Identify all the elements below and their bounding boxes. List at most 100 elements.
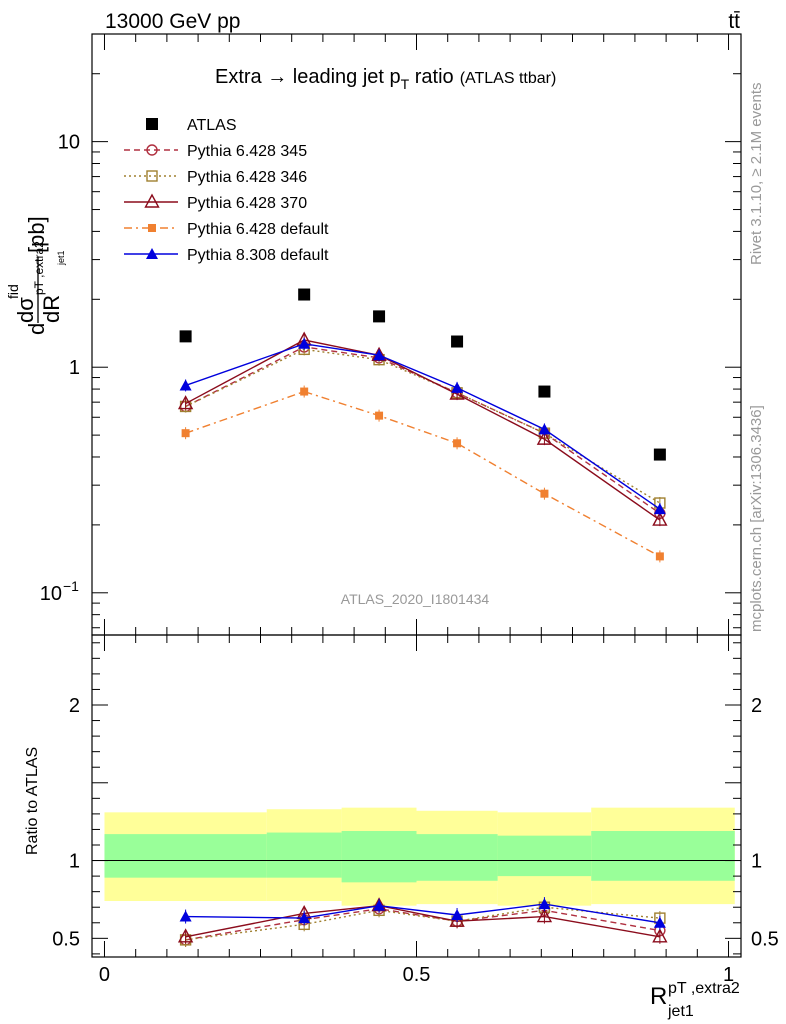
series-line-pdef (185, 390, 661, 558)
ratio-series-p8 (179, 897, 666, 930)
point-p370 (536, 430, 553, 445)
xlabel-R: R (650, 983, 667, 1010)
series-line-p370 (185, 339, 661, 521)
rivet-label: Rivet 3.1.10, ≥ 2.1M events (748, 83, 765, 266)
main-ytick-label-sup-2: −1 (63, 578, 79, 594)
point-atlas (179, 330, 192, 343)
x-axis-title: R (650, 983, 667, 1010)
ratio-point-p370 (536, 908, 553, 923)
ratio-point-p8 (298, 912, 311, 924)
point-pdef (655, 552, 664, 561)
point-p8 (373, 349, 386, 361)
main-title-text: Extra → leading jet p (215, 66, 401, 88)
legend: ATLAS Pythia 6.428 345 Pythia 6.428 346 Pyt… (124, 117, 329, 264)
ratio-point-p8 (373, 899, 386, 911)
ratio-band-inner-4 (497, 835, 592, 877)
ratio-y-axis-title: Ratio to ATLAS (24, 747, 41, 855)
ratio-xtick-label-1: 0.5 (403, 964, 431, 986)
point-p370 (177, 395, 194, 410)
legend-marker-p345 (146, 144, 158, 156)
ratio-band-inner-3 (416, 834, 498, 881)
legend-label-pdef: Pythia 6.428 default (187, 221, 329, 238)
ratio-ytick-label-right-2: 2 (751, 695, 762, 717)
series-pdef (181, 385, 664, 563)
ylabel-dR-sup: pT ,extra2 (32, 241, 46, 295)
ratio-point-p370 (652, 928, 668, 943)
point-atlas (298, 288, 311, 301)
ratio-line-p346 (185, 906, 660, 941)
ratio-point-p8 (538, 898, 551, 910)
rivet-label-text: Rivet 3.1.10, ≥ 2.1M events (748, 83, 765, 266)
legend-marker-atlas (146, 118, 158, 130)
point-pdef (181, 429, 190, 438)
legend-label-p370: Pythia 6.428 370 (187, 195, 307, 212)
point-pdef (375, 411, 384, 420)
ratio-ytick-label-left-1: 1 (69, 851, 80, 873)
legend-marker-pdef (148, 224, 156, 232)
main-y-axis-title: d dσ fid dR pT ,extra2 jet1 [pb] (5, 216, 66, 335)
ylabel-d: d (24, 323, 49, 335)
point-atlas (451, 335, 464, 348)
series-atlas (179, 288, 666, 461)
point-p8 (179, 379, 192, 391)
point-p8 (451, 381, 464, 393)
ylabel-dR: dR (39, 295, 64, 323)
point-atlas (538, 385, 551, 398)
ratio-ytick-label-left-0: 0.5 (52, 928, 80, 950)
point-pdef (453, 439, 462, 448)
ratio-frame (91, 634, 742, 958)
mcplots-label: mcplots.cern.ch [arXiv:1306.3436] (748, 405, 765, 632)
ratio-series-p370 (177, 897, 668, 944)
ratio-panel: 0 0.5 1 0.5 0.5 1 1 2 2 (52, 634, 779, 986)
ratio-ytick-label-right-1: 1 (751, 851, 762, 873)
ratio-point-p8 (451, 909, 464, 920)
legend-label-p346: Pythia 6.428 346 (187, 169, 307, 186)
ratio-band-inner-5 (591, 831, 735, 881)
ratio-line-p345 (185, 908, 660, 941)
series-p346 (179, 343, 666, 510)
main-title-note: (ATLAS ttbar) (460, 70, 557, 87)
legend-marker-p346 (146, 170, 158, 182)
point-p370 (652, 511, 668, 526)
ratio-point-p370 (177, 928, 194, 943)
point-atlas (653, 448, 666, 461)
ylabel-unit: [pb] (24, 216, 49, 253)
ratio-ytick-label-right-0: 0.5 (751, 928, 779, 950)
ratio-band-inner-1 (266, 832, 342, 878)
legend-label-p8: Pythia 8.308 default (187, 247, 329, 264)
x-axis-title-sub: jet1 (667, 1003, 694, 1020)
ratio-point-p370 (449, 912, 465, 927)
main-title: Extra → leading jet pT ratio (ATLAS ttbar… (215, 66, 556, 92)
ratio-line-p8 (185, 903, 660, 924)
point-p8 (298, 337, 311, 349)
ylabel-dR-sub: jet1 (56, 250, 66, 266)
main-title-sub: T (401, 76, 410, 92)
series-line-p8 (185, 343, 661, 510)
mcplots-label-text: mcplots.cern.ch [arXiv:1306.3436] (748, 405, 765, 632)
ratio-band-inner-0 (104, 834, 267, 878)
ratio-point-p8 (653, 916, 666, 928)
x-axis-title-sup: pT ,extra2 (668, 980, 740, 997)
main-title-rest: ratio (409, 66, 453, 88)
ratio-band-inner-2 (341, 831, 417, 883)
ratio-point-p8 (179, 910, 192, 922)
ratio-xtick-label-0: 0 (99, 964, 110, 986)
series-line-p346 (185, 348, 661, 504)
legend-label-p345: Pythia 6.428 345 (187, 143, 307, 160)
ylabel-dsigma: dσ (13, 297, 38, 323)
legend-marker-p370 (144, 193, 160, 208)
point-p8 (653, 503, 666, 515)
header-right: tt̄ (728, 10, 740, 33)
ylabel-dsigma-sup: fid (5, 284, 21, 299)
main-ytick-label-1: 1 (69, 357, 80, 379)
ratio-xtick-label-2: 1 (723, 964, 734, 986)
ratio-ytick-label-left-2: 2 (69, 695, 80, 717)
legend-label-atlas: ATLAS (187, 117, 237, 134)
series-line-p345 (185, 346, 661, 514)
main-ytick-label-0: 10 (58, 132, 80, 154)
legend-marker-p8 (146, 248, 158, 259)
point-p8 (538, 423, 551, 435)
point-pdef (540, 489, 549, 498)
point-pdef (300, 387, 309, 396)
